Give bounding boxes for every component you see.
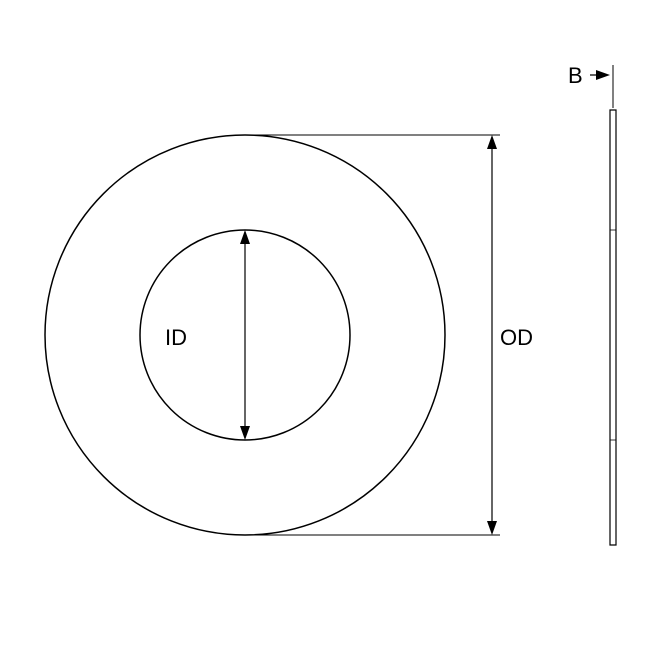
id-arrow-top [240, 230, 250, 244]
od-label: OD [500, 325, 533, 351]
od-arrow-bottom [487, 521, 497, 535]
id-arrow-bottom [240, 426, 250, 440]
b-arrow-right [596, 70, 610, 80]
b-label: B [568, 63, 583, 89]
diagram-svg [0, 0, 670, 670]
side-view-profile [610, 110, 616, 545]
id-label: ID [165, 325, 187, 351]
od-arrow-top [487, 135, 497, 149]
washer-diagram: ID OD B [0, 0, 670, 670]
